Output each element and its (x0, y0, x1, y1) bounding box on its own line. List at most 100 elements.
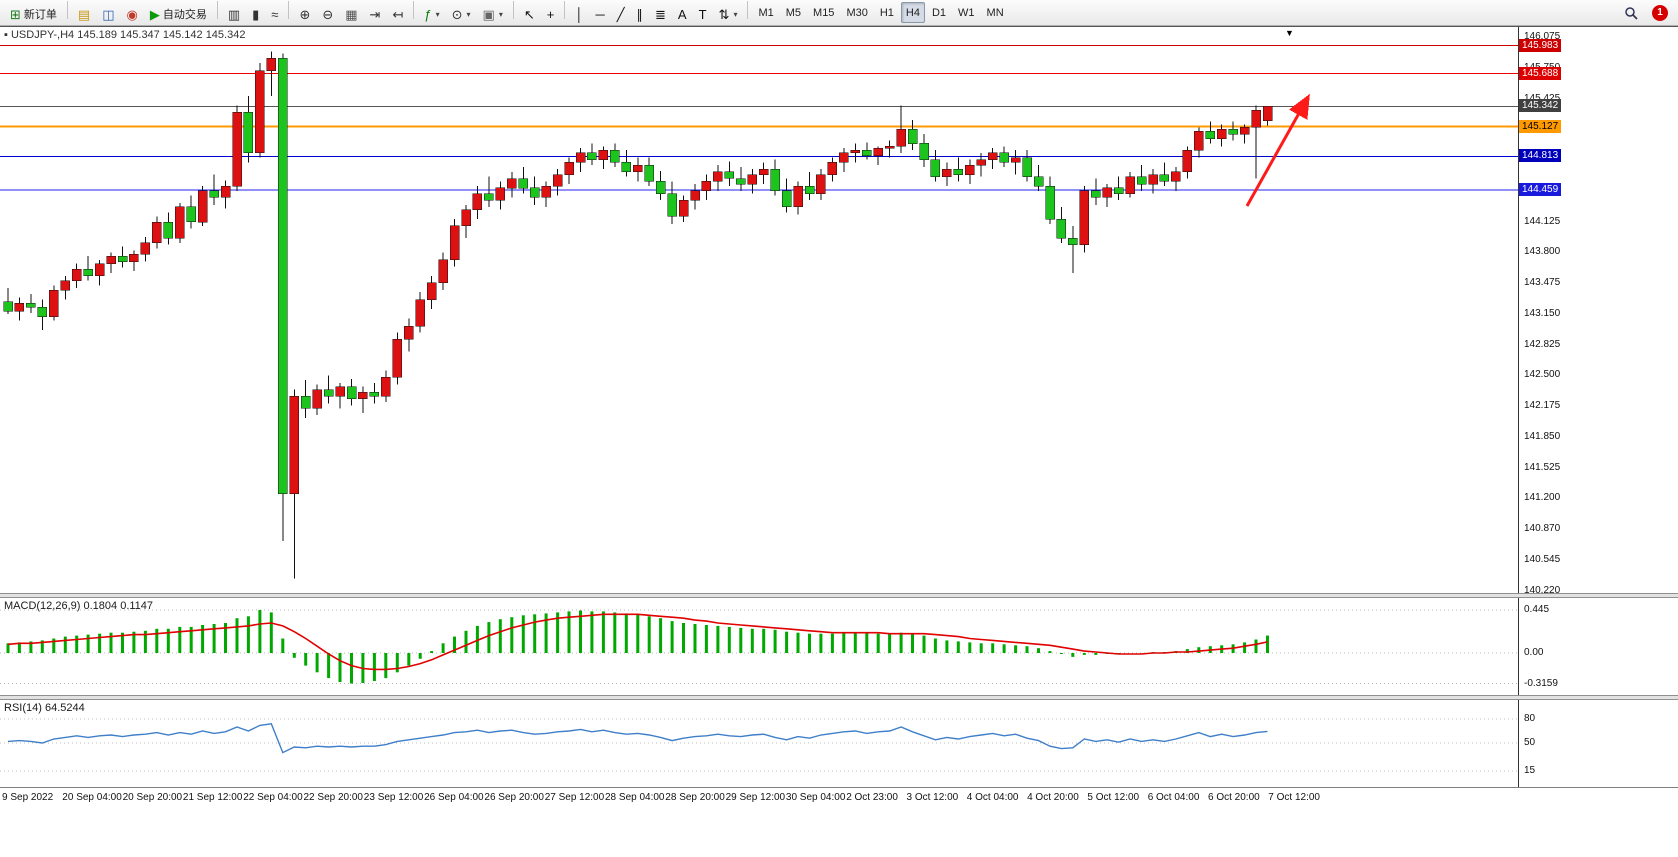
auto-scroll-button[interactable]: ⇥ (365, 4, 386, 25)
time-tick-label: 22 Sep 04:00 (243, 792, 303, 803)
search-button[interactable] (1619, 2, 1643, 23)
timeframe-button-mn[interactable]: MN (982, 2, 1009, 23)
time-tick-label: 23 Sep 12:00 (363, 792, 424, 803)
periods-button[interactable]: ⊙ ▾ (447, 4, 476, 25)
zoom-in-button[interactable]: ⊕ (294, 4, 315, 25)
bar-chart-button[interactable]: ▥ (223, 4, 245, 25)
time-tick-label: 4 Oct 20:00 (1027, 792, 1079, 803)
timeframe-button-w1[interactable]: W1 (953, 2, 980, 23)
notification-badge[interactable]: 1 (1652, 4, 1668, 21)
toolbar-separator (216, 0, 218, 19)
candlestick-chart-button[interactable]: ▮ (247, 4, 264, 25)
text-button[interactable]: A (673, 4, 692, 25)
zoom-in-icon: ⊕ (299, 6, 311, 22)
timeframe-button-m30[interactable]: M30 (841, 2, 872, 23)
trendline-button[interactable]: ╱ (612, 4, 630, 25)
rsi-chart[interactable] (0, 700, 1518, 787)
toolbar-buttons: ⊞ 新订单 ▤ ◫ ◉ ▶ 自动交易 ▥ ▮ ≈ ⊕ ⊖ ▦ ⇥ ↤ ƒ ▾ ⊙ ▾ ▣ ▾ ↖ + │ ─ ╱ ∥ ≣ A T ⇅ ▾ (4, 0, 752, 25)
autotrading-button-label: 自动交易 (162, 9, 207, 21)
panel-divider[interactable] (0, 593, 1678, 598)
timeframe-button-d1[interactable]: D1 (927, 2, 951, 23)
new-order-button[interactable]: ⊞ 新订单 (5, 4, 62, 25)
price-tick-label: 142.825 (1524, 339, 1561, 350)
time-tick-label: 22 Sep 20:00 (303, 792, 364, 803)
macd-signal-value: 0.1147 (120, 600, 154, 612)
charts-icon: ▤ (77, 6, 91, 22)
zoom-out-icon: ⊖ (322, 6, 334, 22)
clock-icon: ⊙ (451, 6, 463, 22)
cursor-button[interactable]: ↖ (519, 4, 540, 25)
down-arrow-marker[interactable]: ▼ (1285, 28, 1294, 38)
rsi-panel[interactable]: RSI(14) 64.5244 80 50 15 (0, 700, 1678, 787)
time-tick-label: 27 Sep 12:00 (544, 792, 605, 803)
time-axis[interactable]: 9 Sep 2022 20 Sep 04:00 20 Sep 20:00 21 Sep… (0, 787, 1678, 808)
ohlc-high: 145.347 (120, 29, 160, 41)
price-tick-label: 143.150 (1524, 308, 1561, 319)
template-icon: ▣ (482, 6, 495, 22)
price-line-badge: 144.813 (1519, 149, 1562, 162)
chevron-down-icon: ▾ (733, 9, 738, 19)
time-tick-label: 29 Sep 12:00 (725, 792, 786, 803)
tile-windows-button[interactable]: ▦ (340, 4, 362, 25)
profiles-button[interactable]: ◫ (97, 4, 119, 25)
timeframe-button-h1[interactable]: H1 (875, 2, 899, 23)
timeframe-button-m15[interactable]: M15 (808, 2, 839, 23)
line-chart-button[interactable]: ≈ (266, 4, 283, 25)
toolbar-separator (413, 0, 415, 19)
price-tick-label: 141.525 (1524, 462, 1561, 473)
timeframe-button-h4[interactable]: H4 (900, 2, 925, 23)
price-line-badge: 145.688 (1519, 67, 1562, 80)
chart-symbol-header: ▪ USDJPY-,H4 145.189 145.347 145.142 145… (4, 29, 245, 41)
rsi-level-label: 80 (1524, 713, 1536, 724)
time-tick-label: 28 Sep 04:00 (605, 792, 665, 803)
autotrading-button[interactable]: ▶ 自动交易 (145, 4, 212, 25)
time-tick-label: 30 Sep 04:00 (785, 792, 846, 803)
price-scale[interactable]: 146.075145.750145.425145.100144.775144.4… (1518, 27, 1678, 596)
toolbar-separator (288, 0, 290, 19)
time-tick-label: 20 Sep 04:00 (62, 792, 122, 803)
crosshair-button[interactable]: + (542, 4, 560, 25)
symbol-title: USDJPY-,H4 (10, 29, 75, 41)
price-line-badge: 145.983 (1519, 39, 1562, 52)
panel-divider[interactable] (0, 695, 1678, 700)
chevron-down-icon: ▾ (435, 9, 440, 19)
price-tick-label: 145.425 (1524, 93, 1560, 104)
fibonacci-button[interactable]: ≣ (650, 4, 671, 25)
vertical-line-button[interactable]: │ (570, 4, 588, 25)
timeframe-toolbar: M1 M5 M15 M30 H1 H4 D1 W1 MN (752, 2, 1009, 23)
text-label-button[interactable]: T (694, 4, 712, 25)
zoom-out-button[interactable]: ⊖ (317, 4, 338, 25)
macd-chart[interactable] (0, 598, 1518, 695)
price-tick-label: 141.200 (1524, 492, 1561, 503)
new-order-button-label: 新订单 (23, 9, 57, 21)
charts-button[interactable]: ▤ (73, 4, 95, 25)
price-tick-label: 143.800 (1524, 246, 1561, 257)
templates-button[interactable]: ▣ ▾ (478, 4, 508, 25)
channel-button[interactable]: ∥ (632, 4, 649, 25)
time-tick-label: 2 Oct 23:00 (846, 792, 898, 803)
toolbar-separator (747, 0, 749, 19)
price-line-badge: 144.459 (1519, 183, 1562, 196)
toolbar-separator (512, 0, 514, 19)
indicators-button[interactable]: ƒ ▾ (419, 4, 444, 25)
market-watch-icon: ◉ (126, 6, 138, 22)
tile-windows-icon: ▦ (345, 6, 358, 22)
trendline-icon: ╱ (616, 6, 625, 22)
crosshair-icon: + (546, 6, 555, 22)
timeframe-button-m5[interactable]: M5 (781, 2, 806, 23)
horizontal-line-button[interactable]: ─ (590, 4, 609, 25)
macd-panel[interactable]: MACD(12,26,9) 0.1804 0.1147 0.445 0.00 -0.… (0, 598, 1678, 695)
chevron-down-icon: ▾ (498, 9, 503, 19)
candlestick-chart[interactable] (0, 27, 1518, 593)
bottom-filler (0, 808, 1678, 857)
price-tick-label: 140.220 (1524, 585, 1561, 596)
profile-icon: ◫ (102, 6, 115, 22)
timeframe-button-m1[interactable]: M1 (753, 2, 778, 23)
time-tick-label: 28 Sep 20:00 (665, 792, 725, 803)
arrows-button[interactable]: ⇅ ▾ (714, 4, 743, 25)
market-watch-button[interactable]: ◉ (122, 4, 143, 25)
toolbar-separator (66, 0, 68, 19)
main-chart-panel[interactable]: ▪ USDJPY-,H4 145.189 145.347 145.142 145… (0, 26, 1678, 596)
chart-shift-button[interactable]: ↤ (387, 4, 408, 25)
